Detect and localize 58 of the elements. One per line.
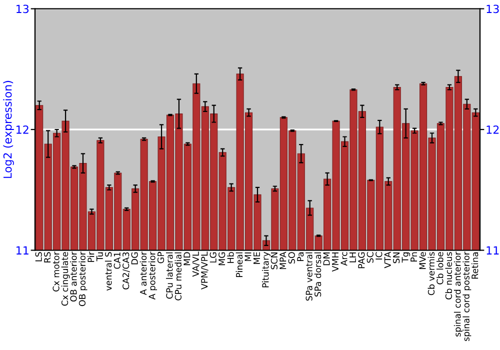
x-tick-label: Pineal <box>236 252 243 278</box>
y-tick-label: 13 <box>16 4 29 14</box>
x-tick-label: Tu <box>96 252 103 262</box>
x-tick-label: PAG <box>358 252 365 268</box>
x-tick-label: LS <box>35 252 42 262</box>
x-tick-label: MPA <box>280 252 286 270</box>
x-tick-label: ventral S <box>104 252 112 291</box>
x-tick-label: VPM/VPL <box>201 252 208 290</box>
x-tick-label: spinal cord posterior <box>462 252 472 342</box>
x-tick-label: SO <box>288 252 295 264</box>
x-tick-label: Retina <box>471 252 478 279</box>
x-tick-label: spinal cord anterior <box>454 252 462 336</box>
x-tick-label: VMH <box>332 252 338 272</box>
y-tick-label: 11 <box>16 246 28 254</box>
x-tick-label: SC <box>366 252 374 263</box>
x-tick-label: SN <box>393 252 400 264</box>
x-tick-label: Pir <box>87 252 94 262</box>
x-tick-label: Cb nucleus <box>445 252 452 300</box>
x-tick-label: CPu lateral <box>166 252 173 299</box>
y-axis-title: Log2 (expression) <box>3 80 14 178</box>
x-tick-label: IC <box>376 252 382 260</box>
x-tick-label: MD <box>184 252 190 266</box>
x-tick-label: VTA <box>384 252 391 268</box>
y2-tick-label: 13 <box>486 4 499 14</box>
x-tick-label: RS <box>44 252 51 262</box>
x-tick-label: GP <box>157 252 164 264</box>
x-tick-label: Hb <box>227 252 234 263</box>
x-tick-label: SCN <box>270 252 278 270</box>
x-tick-label: Cb lobe <box>436 252 444 284</box>
x-tick-label: Tg <box>402 252 410 263</box>
x-tick-label: ME <box>254 252 260 264</box>
x-tick-label: MI <box>244 252 252 261</box>
y2-tick-label: 12 <box>486 125 499 134</box>
x-tick-label: MG <box>218 252 226 266</box>
x-tick-label: OB anterior <box>70 252 77 302</box>
x-tick-label: CPu medial <box>174 252 182 300</box>
x-tick-label: LG <box>210 252 216 262</box>
x-tick-label: SPa dorsal <box>314 252 322 296</box>
x-tick-label: OB posterior <box>78 252 88 306</box>
x-tick-label: SPa ventral <box>306 252 312 301</box>
x-tick-label: Arc <box>340 252 348 266</box>
y2-tick-label: 11 <box>486 246 499 254</box>
x-tick-label: MVe <box>419 252 426 270</box>
x-tick-label: Pituitary <box>262 252 270 288</box>
x-tick-label: DM <box>323 252 330 266</box>
x-tick-label: CA2/CA3 <box>122 252 130 290</box>
x-tick-label: DG <box>131 252 138 264</box>
x-tick-label: A posterior <box>148 252 158 300</box>
x-tick-label: VA/VL <box>192 252 200 277</box>
x-tick-label: Pn <box>410 252 417 262</box>
x-tick-label: Pa <box>297 252 304 262</box>
x-tick-label: Cx cingulate <box>61 252 70 306</box>
y-tick-label: 12 <box>16 125 28 134</box>
x-tick-label: Cx motor <box>52 252 60 292</box>
x-tick-label: LH <box>350 252 356 262</box>
x-tick-label: A anterior <box>140 252 147 296</box>
x-tick-label: Cb vermis <box>428 252 435 296</box>
x-tick-label: CA1 <box>114 252 120 269</box>
